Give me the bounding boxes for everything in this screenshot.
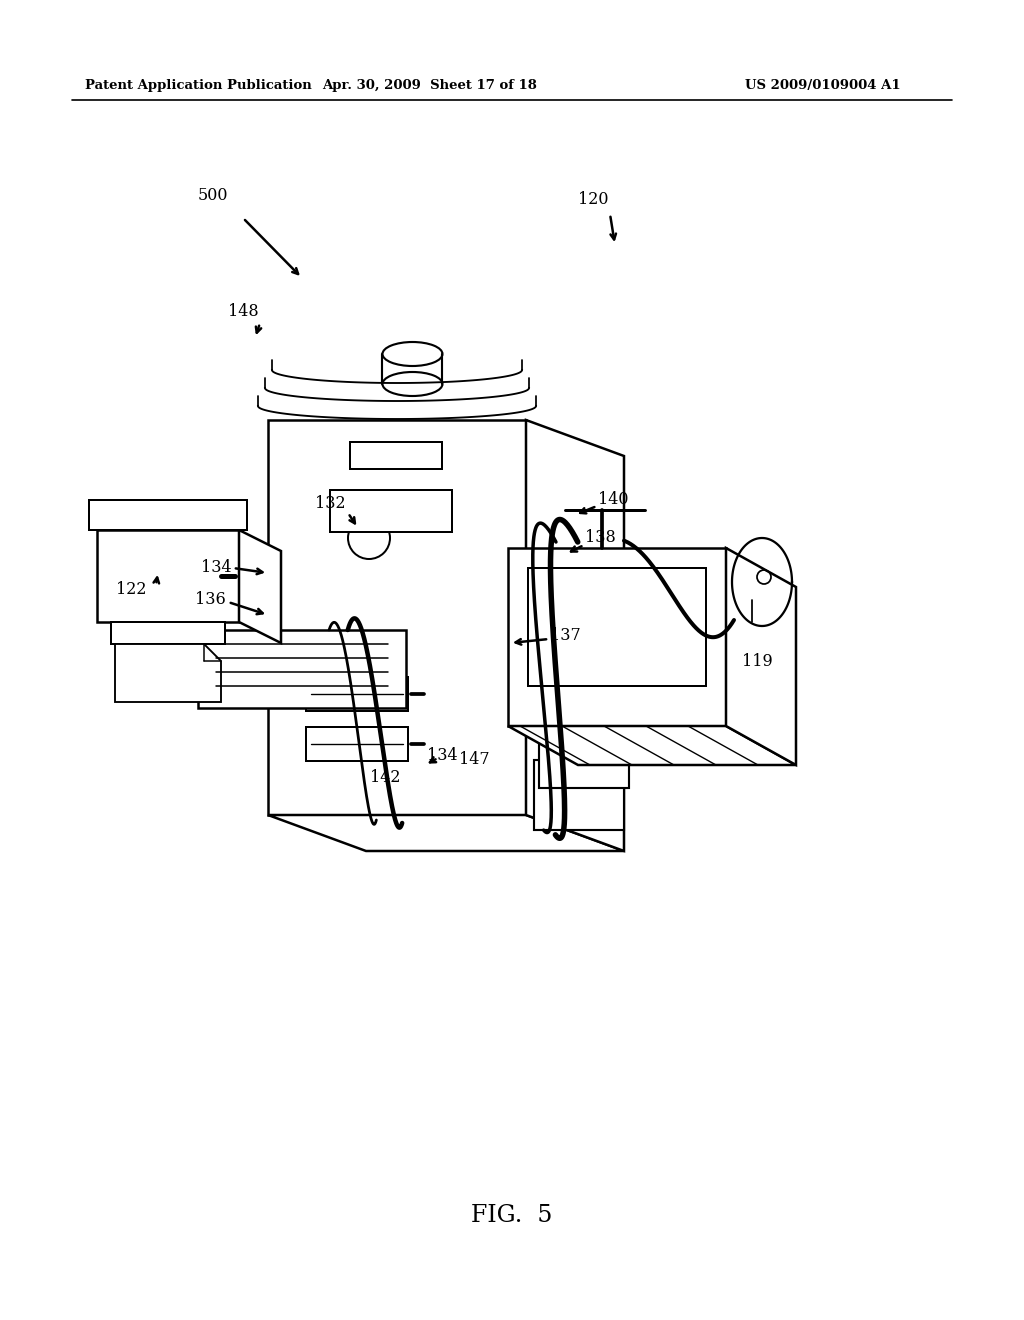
Text: US 2009/0109004 A1: US 2009/0109004 A1 <box>745 78 901 91</box>
Polygon shape <box>306 677 408 711</box>
Text: 122: 122 <box>116 582 146 598</box>
Text: 137: 137 <box>550 627 581 644</box>
Polygon shape <box>97 531 239 622</box>
Polygon shape <box>115 644 221 702</box>
Polygon shape <box>330 490 452 532</box>
Polygon shape <box>268 814 624 851</box>
Text: 142: 142 <box>370 770 400 787</box>
Text: 120: 120 <box>578 191 608 209</box>
Text: 119: 119 <box>741 653 772 671</box>
Text: 134: 134 <box>202 558 232 576</box>
Text: 500: 500 <box>198 187 228 205</box>
Polygon shape <box>508 548 726 726</box>
Polygon shape <box>539 718 629 788</box>
Text: 147: 147 <box>459 751 489 768</box>
Polygon shape <box>528 568 706 686</box>
Polygon shape <box>526 420 624 851</box>
Text: 148: 148 <box>228 304 259 321</box>
Polygon shape <box>239 531 281 643</box>
Text: 134: 134 <box>427 747 458 763</box>
Text: FIG.  5: FIG. 5 <box>471 1204 553 1226</box>
Polygon shape <box>268 420 526 814</box>
Polygon shape <box>726 548 796 766</box>
Polygon shape <box>306 727 408 762</box>
Polygon shape <box>350 442 442 469</box>
Text: 138: 138 <box>585 529 615 546</box>
Polygon shape <box>508 726 796 766</box>
Polygon shape <box>89 500 247 531</box>
Polygon shape <box>534 760 624 830</box>
Text: Apr. 30, 2009  Sheet 17 of 18: Apr. 30, 2009 Sheet 17 of 18 <box>323 78 538 91</box>
Text: 140: 140 <box>598 491 629 508</box>
Text: 136: 136 <box>196 591 226 609</box>
Text: Patent Application Publication: Patent Application Publication <box>85 78 311 91</box>
Polygon shape <box>198 630 406 708</box>
Text: 132: 132 <box>315 495 346 511</box>
Polygon shape <box>111 622 225 644</box>
